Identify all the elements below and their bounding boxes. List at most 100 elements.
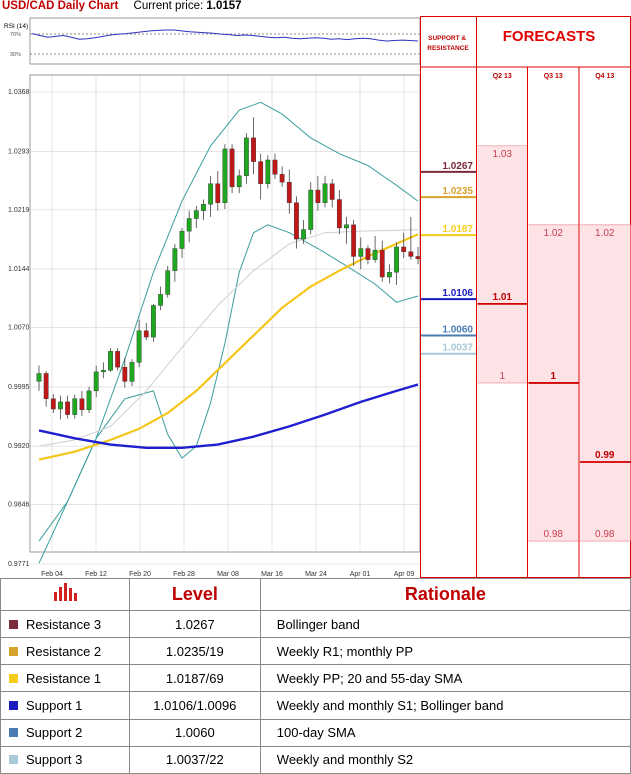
candle-body [72, 398, 78, 415]
candle-body [79, 398, 85, 411]
forecast-top-value: 1.02 [544, 228, 564, 239]
sr-column-frame [420, 16, 477, 578]
forecast-range-band [580, 224, 631, 542]
candle [344, 216, 349, 244]
forecast-low-value: 1 [499, 371, 505, 382]
candle [100, 362, 106, 379]
candles [36, 117, 421, 420]
level-value: 1.0037/22 [128, 745, 261, 774]
candle-body [294, 202, 299, 240]
level-value: 1.0060 [128, 718, 261, 747]
level-name-cell: Support 1 [0, 691, 130, 720]
candle [79, 390, 85, 417]
candle-body [100, 370, 106, 373]
candle-body [308, 189, 314, 230]
candle-body [351, 224, 357, 257]
level-color-swatch [9, 701, 18, 711]
y-tick-label: 1.0293 [8, 148, 30, 155]
x-tick-label: Feb 12 [85, 571, 107, 578]
candle [329, 178, 335, 208]
quarter-label: Q2 13 [493, 73, 512, 80]
candle [143, 322, 149, 341]
candle [251, 117, 256, 175]
table-header-level: Level [128, 578, 261, 611]
sr-level: 1.0037 [421, 343, 476, 355]
candle [386, 264, 392, 284]
candle [272, 153, 278, 179]
candle-body [215, 183, 221, 203]
y-tick-label: 0.9920 [8, 443, 30, 450]
rsi-line [31, 29, 419, 42]
current-price-value: 1.0157 [206, 0, 242, 12]
sma-20-line [38, 229, 419, 447]
candle [186, 210, 192, 243]
bollinger-upper-band [38, 101, 419, 542]
candle-body [265, 159, 271, 184]
rsi-level-high-label: 70% [10, 32, 21, 38]
level-rationale: Bollinger band [259, 609, 631, 639]
table-header-row: Level Rationale [0, 578, 631, 611]
sr-level-label: 1.0235 [442, 186, 473, 197]
candle-body [336, 199, 342, 229]
main-plot: 1.0368 1.0293 1.0219 1.0144 1.0070 0.9995 0.99… [8, 74, 421, 578]
candle [43, 371, 49, 407]
x-tick-label: Mar 08 [217, 571, 239, 578]
forecast-quarter: Q3 13 1.02 1 0.98 [527, 67, 579, 578]
chart-header: USD/CAD Daily Chart Current price: 1.015… [2, 0, 242, 16]
candle [151, 303, 156, 342]
candle-body [243, 137, 249, 177]
forecast-range-band [477, 145, 528, 383]
x-tick-label: Apr 09 [394, 571, 415, 578]
sr-level: 1.0235 [421, 186, 476, 199]
forecast-quarter: Q2 13 1.03 1.01 1 [477, 73, 528, 384]
y-tick-label: 0.9846 [8, 502, 30, 509]
candle-body [201, 204, 206, 211]
candle-body [186, 218, 192, 232]
candle [136, 319, 142, 368]
sma-100-line [38, 383, 419, 449]
candle [358, 237, 364, 270]
candle [72, 394, 78, 419]
candle [379, 240, 385, 282]
forecast-quarters: Q2 13 1.03 1.01 1 Q3 13 1.02 1 0.98 Q4 13 1.02 0.9… [477, 67, 631, 578]
candle-body [136, 330, 142, 363]
candle [208, 175, 214, 217]
levels-table: Level Rationale Resistance 3 1.0267 Bollin… [0, 578, 631, 774]
level-rationale: Weekly R1; monthly PP [259, 637, 631, 666]
x-tick-label: Feb 28 [173, 571, 195, 578]
candle-body [43, 373, 49, 399]
table-row: Support 3 1.0037/22 Weekly and monthly S2 [0, 745, 631, 774]
candle [336, 190, 342, 235]
candle [365, 245, 371, 265]
candle [65, 395, 71, 419]
level-value: 1.0235/19 [128, 637, 261, 666]
y-tick-label: 0.9995 [8, 384, 30, 391]
grid [30, 75, 420, 565]
sr-header: SUPPORT & RESISTANCE [427, 35, 469, 52]
table-row: Support 1 1.0106/1.0096 Weekly and monthly… [0, 691, 631, 720]
candle-body [172, 248, 178, 271]
candle [172, 243, 178, 282]
sr-level: 1.0187 [421, 224, 476, 237]
candle [165, 265, 171, 298]
candle-body [408, 251, 414, 257]
level-color-swatch [9, 619, 18, 629]
level-value: 1.0106/1.0096 [128, 691, 261, 720]
sr-levels: 1.0267 1.0235 1.0187 1.0106 1.0060 1.0037 [421, 161, 476, 355]
level-value: 1.0187/69 [128, 664, 261, 693]
candle [286, 169, 292, 214]
level-rationale: Weekly and monthly S2 [259, 745, 631, 774]
candle-body [415, 256, 421, 260]
candle-body [236, 175, 242, 188]
level-rationale: Weekly and monthly S1; Bollinger band [259, 691, 631, 720]
x-tick-label: Feb 04 [41, 571, 63, 578]
candle-body [279, 174, 285, 183]
candle [301, 220, 306, 244]
quarter-label: Q4 13 [595, 73, 614, 80]
forecast-low-value: 0.98 [595, 529, 615, 540]
rsi-frame [29, 17, 421, 65]
level-name: Support 3 [26, 752, 83, 768]
sma-55-line [38, 233, 419, 461]
y-axis-ticks: 1.0368 1.0293 1.0219 1.0144 1.0070 0.9995 0.99… [8, 89, 30, 568]
